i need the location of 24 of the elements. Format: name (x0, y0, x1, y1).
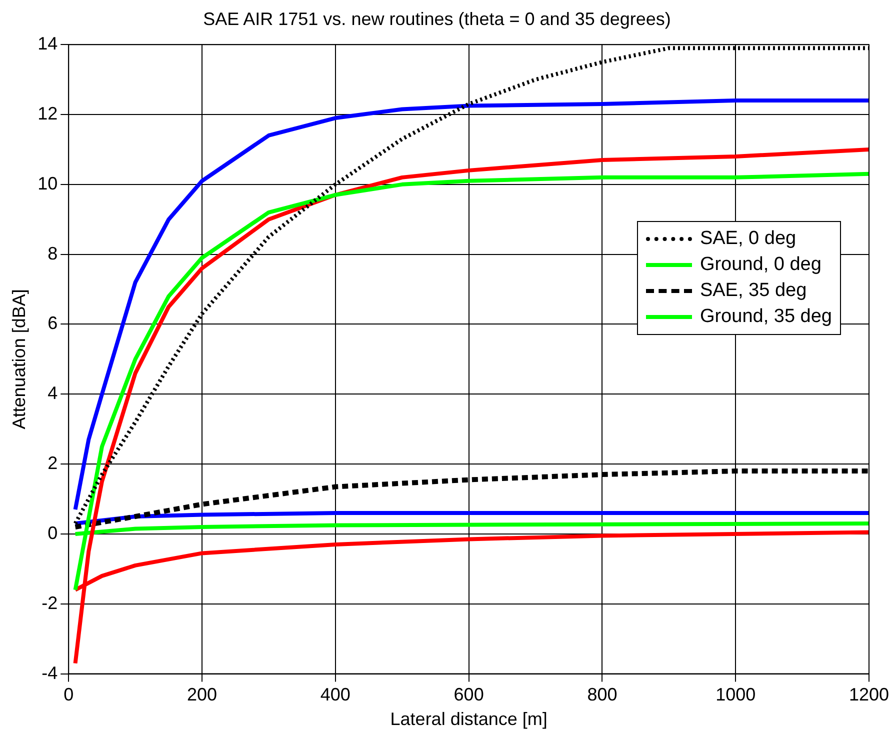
x-tick-label: 0 (64, 684, 74, 705)
legend-label: SAE, 35 deg (700, 280, 807, 302)
y-tick-label: 10 (38, 173, 58, 194)
y-tick-label: -2 (42, 592, 58, 613)
legend-label: Ground, 0 deg (700, 254, 822, 276)
x-tick-label: 400 (320, 684, 350, 705)
x-axis-title: Lateral distance [m] (390, 709, 548, 730)
x-tick-label: 1000 (716, 684, 756, 705)
legend-label: SAE, 0 deg (700, 228, 796, 250)
x-tick-label: 600 (454, 684, 484, 705)
y-tick-label: 2 (48, 453, 58, 474)
y-tick-label: 6 (48, 313, 58, 334)
y-tick-label: 14 (38, 34, 58, 54)
y-tick-label: 8 (48, 243, 58, 264)
x-tick-label: 1200 (848, 684, 890, 705)
y-tick-label: -4 (42, 662, 58, 683)
y-tick-label: 4 (48, 383, 58, 404)
y-tick-label: 0 (48, 522, 58, 543)
x-tick-label: 800 (587, 684, 618, 705)
x-tick-label: 200 (186, 684, 218, 705)
chart-title: SAE AIR 1751 vs. new routines (theta = 0 and 35 degrees) (203, 8, 671, 29)
y-axis-title: Attenuation [dBA] (8, 289, 29, 430)
y-tick-label: 12 (38, 103, 58, 124)
legend-label: Ground, 35 deg (700, 306, 832, 328)
